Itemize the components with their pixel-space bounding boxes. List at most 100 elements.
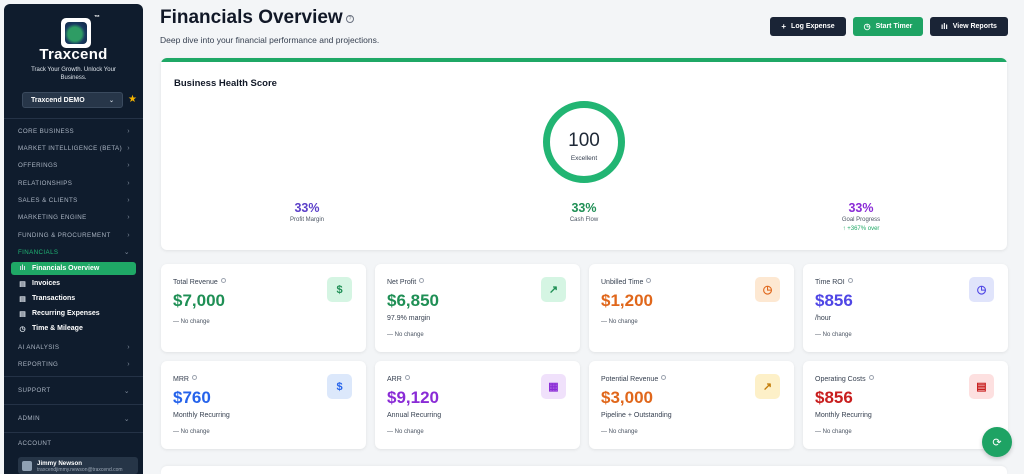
chevron-right-icon: › xyxy=(127,213,130,221)
trending-up-icon: ↗ xyxy=(541,277,566,302)
support-section[interactable]: SUPPORT ⌄ xyxy=(18,387,136,395)
stat-card-arr[interactable]: ARR $9,120 Annual Recurring — No change ▦ xyxy=(375,361,580,449)
nav-section-label: REPORTING xyxy=(18,360,59,368)
stat-card-potential-revenue[interactable]: Potential Revenue $3,000 Pipeline + Outsta… xyxy=(589,361,794,449)
sidebar-item-label: Financials Overview xyxy=(32,265,100,272)
nav-section-marketing-engine[interactable]: MARKETING ENGINE › xyxy=(18,211,136,223)
bar-chart-icon: ılı xyxy=(19,265,26,272)
info-icon[interactable] xyxy=(847,278,853,283)
metric-label: Cash Flow xyxy=(569,217,599,223)
stat-card-time-roi[interactable]: Time ROI $856/hour — No change ◷ xyxy=(803,264,1008,352)
user-menu[interactable]: Jimmy Newson traxcendjimmy.newson@traxce… xyxy=(18,457,138,474)
logo-globe-icon xyxy=(65,22,87,44)
nav-section-label: AI ANALYSIS xyxy=(18,343,60,351)
card-value: $6,850 xyxy=(387,291,439,310)
card-title: Total Revenue xyxy=(173,278,226,286)
chat-button[interactable]: ⟳ xyxy=(982,427,1012,457)
card-value: $760 xyxy=(173,388,211,407)
info-icon[interactable] xyxy=(220,278,226,283)
card-value: $9,120 xyxy=(387,388,439,407)
stat-card-net-profit[interactable]: Net Profit $6,850 97.9% margin — No change ↗ xyxy=(375,264,580,352)
sidebar: ™ Traxcend Track Your Growth. Unlock You… xyxy=(4,4,143,474)
page-subtitle: Deep dive into your financial performanc… xyxy=(160,35,380,45)
nav-section-market-intelligence[interactable]: MARKET INTELLIGENCE (BETA) › xyxy=(18,142,136,154)
info-icon[interactable] xyxy=(661,375,667,380)
sidebar-item-invoices[interactable]: ▤ Invoices xyxy=(11,277,136,290)
nav-section-sales-clients[interactable]: SALES & CLIENTS › xyxy=(18,194,136,206)
dollar-icon: $ xyxy=(327,277,352,302)
chevron-down-icon: ⌄ xyxy=(123,415,130,423)
card-title: ARR xyxy=(387,375,410,383)
card-title: Potential Revenue xyxy=(601,375,667,383)
favorite-star-icon[interactable]: ★ xyxy=(128,94,137,105)
avatar xyxy=(22,461,32,471)
metric-label: Goal Progress xyxy=(841,217,881,223)
trademark: ™ xyxy=(94,15,100,21)
dollar-icon: $ xyxy=(327,374,352,399)
card-change: — No change xyxy=(601,429,638,435)
card-value: $3,000 xyxy=(601,388,653,407)
card-change: — No change xyxy=(601,319,638,325)
info-icon[interactable] xyxy=(419,278,425,283)
card-title: MRR xyxy=(173,375,197,383)
stat-card-mrr[interactable]: MRR $760 Monthly Recurring — No change $ xyxy=(161,361,366,449)
stat-card-total-revenue[interactable]: Total Revenue $7,000 — No change $ xyxy=(161,264,366,352)
nav-section-label: FUNDING & PROCUREMENT xyxy=(18,231,111,239)
health-score-label: Excellent xyxy=(570,155,598,162)
chevron-right-icon: › xyxy=(127,179,130,187)
sidebar-item-label: Recurring Expenses xyxy=(32,310,100,317)
nav-section-ai-analysis[interactable]: AI ANALYSIS › xyxy=(18,341,136,353)
info-icon[interactable] xyxy=(404,375,410,380)
clock-icon: ◷ xyxy=(863,22,871,31)
calendar-icon: ▦ xyxy=(541,374,566,399)
plus-icon: + xyxy=(781,22,787,31)
admin-section[interactable]: ADMIN ⌄ xyxy=(18,415,136,423)
card-title: Net Profit xyxy=(387,278,425,286)
receipt-icon: ▤ xyxy=(969,374,994,399)
nav-section-label: MARKETING ENGINE xyxy=(18,213,87,221)
chevron-right-icon: › xyxy=(127,144,130,152)
sidebar-item-transactions[interactable]: ▤ Transactions xyxy=(11,292,136,305)
stat-card-operating-costs[interactable]: Operating Costs $856 Monthly Recurring — No… xyxy=(803,361,1008,449)
stat-card-unbilled-time[interactable]: Unbilled Time $1,200 — No change ◷ xyxy=(589,264,794,352)
help-icon[interactable]: ? xyxy=(346,15,354,23)
info-icon[interactable] xyxy=(191,375,197,380)
metric-profit-margin: 33% Profit Margin xyxy=(247,201,367,223)
nav-section-core-business[interactable]: CORE BUSINESS › xyxy=(18,125,136,137)
card-value: $1,200 xyxy=(601,291,653,310)
card-subtitle: Monthly Recurring xyxy=(815,412,872,419)
card-change: — No change xyxy=(387,429,424,435)
organization-select[interactable]: Traxcend DEMO ⌄ xyxy=(22,92,123,108)
chevron-down-icon: ⌄ xyxy=(123,249,130,256)
chat-icon: ⟳ xyxy=(992,436,1002,449)
nav-section-relationships[interactable]: RELATIONSHIPS › xyxy=(18,177,136,189)
support-label: SUPPORT xyxy=(18,387,51,394)
info-icon[interactable] xyxy=(868,375,874,380)
card-title: Time ROI xyxy=(815,278,853,286)
metric-goal-progress: 33% Goal Progress ↑ +367% over xyxy=(801,201,921,232)
info-icon[interactable] xyxy=(646,278,652,283)
logo[interactable] xyxy=(61,18,91,48)
brand-tagline: Track Your Growth. Unlock Your Business. xyxy=(31,67,116,81)
account-section-label: ACCOUNT xyxy=(18,440,52,447)
clock-icon: ◷ xyxy=(755,277,780,302)
nav-section-offerings[interactable]: OFFERINGS › xyxy=(18,159,136,171)
divider xyxy=(4,432,143,433)
card-subtitle: 97.9% margin xyxy=(387,315,431,322)
metric-cash-flow: 33% Cash Flow xyxy=(524,201,644,223)
nav-section-funding-procurement[interactable]: FUNDING & PROCUREMENT › xyxy=(18,229,136,241)
sidebar-item-time-mileage[interactable]: ◷ Time & Mileage xyxy=(11,322,136,335)
nav-section-financials[interactable]: FINANCIALS ⌄ xyxy=(18,246,136,258)
sidebar-item-label: Time & Mileage xyxy=(32,325,83,332)
button-label: View Reports xyxy=(952,23,997,30)
clock-icon: ◷ xyxy=(19,325,26,333)
sidebar-item-financials-overview[interactable]: ılı Financials Overview xyxy=(11,262,136,275)
sidebar-item-recurring-expenses[interactable]: ▤ Recurring Expenses xyxy=(11,307,136,320)
nav-section-label: RELATIONSHIPS xyxy=(18,179,73,187)
view-reports-button[interactable]: ılı View Reports xyxy=(930,17,1008,36)
start-timer-button[interactable]: ◷ Start Timer xyxy=(853,17,923,36)
business-health-card: Business Health Score 100 Excellent 33% … xyxy=(161,58,1007,250)
nav-section-reporting[interactable]: REPORTING › xyxy=(18,358,136,370)
log-expense-button[interactable]: + Log Expense xyxy=(770,17,846,36)
divider xyxy=(4,118,143,119)
